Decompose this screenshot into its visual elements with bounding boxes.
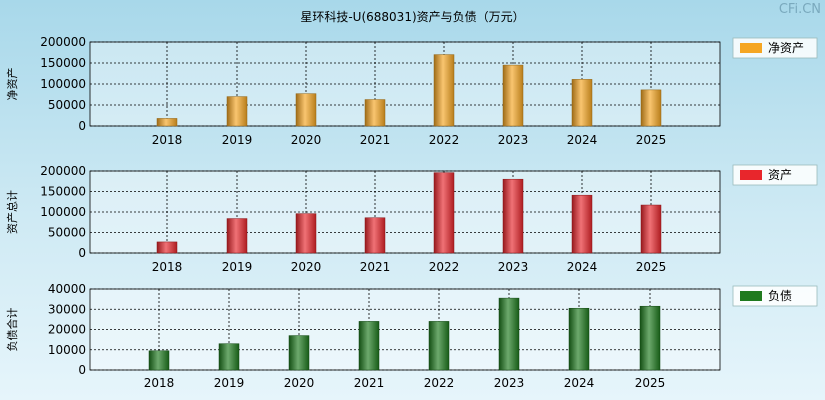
- y-tick-label: 200000: [40, 35, 86, 49]
- x-tick-label: 2020: [291, 133, 322, 147]
- x-tick-label: 2018: [152, 133, 183, 147]
- y-tick-label: 40000: [48, 282, 86, 296]
- bar-2021: [364, 217, 386, 254]
- bar-2023: [502, 178, 524, 254]
- panel-2: 0 50000 100000 150000 200000 2018 2019 2020 2021…: [5, 164, 818, 274]
- bar-2019: [226, 218, 248, 254]
- bar-2021: [358, 321, 380, 371]
- bar-2024: [568, 307, 590, 371]
- x-tick-label: 2020: [291, 260, 322, 274]
- y-tick-label: 30000: [48, 302, 86, 316]
- plot-border: [89, 288, 721, 371]
- y-tick-label: 0: [78, 363, 86, 377]
- x-tick-label: 2021: [360, 260, 391, 274]
- plot-area: [90, 171, 720, 253]
- y-tick-label: 50000: [48, 226, 86, 240]
- bar-2020: [295, 93, 317, 127]
- bar-2023: [502, 64, 524, 127]
- legend-label: 负债: [768, 289, 792, 303]
- legend-swatch: [740, 291, 762, 301]
- x-tick-label: 2024: [564, 376, 595, 390]
- bar-2021: [364, 99, 386, 127]
- x-tick-label: 2024: [567, 260, 598, 274]
- legend-label: 净资产: [768, 41, 804, 55]
- y-tick-label: 50000: [48, 98, 86, 112]
- watermark-logo: CFi.CN: [778, 2, 821, 17]
- y-axis-label: 负债合计: [5, 308, 19, 352]
- x-tick-label: 2019: [222, 133, 253, 147]
- bar-2020: [295, 213, 317, 254]
- bar-2025: [639, 305, 661, 371]
- x-tick-label: 2022: [429, 260, 460, 274]
- bar-2024: [571, 79, 593, 127]
- y-tick-label: 10000: [48, 343, 86, 357]
- panel-3: 0 10000 20000 30000 40000 2018 2019 2020 2021 202…: [5, 282, 818, 390]
- x-tick-label: 2019: [222, 260, 253, 274]
- legend: 资产: [732, 164, 818, 186]
- bar-2018: [156, 241, 178, 254]
- y-tick-label: 0: [78, 119, 86, 133]
- x-tick-label: 2019: [214, 376, 245, 390]
- x-tick-label: 2023: [498, 260, 529, 274]
- x-tick-label: 2018: [152, 260, 183, 274]
- plot-area: [90, 289, 720, 370]
- y-tick-label: 100000: [40, 77, 86, 91]
- y-tick-label: 150000: [40, 185, 86, 199]
- chart-title: 星环科技-U(688031)资产与负债（万元）: [300, 10, 525, 24]
- y-axis-label: 净资产: [5, 68, 19, 101]
- bar-2022: [428, 321, 450, 371]
- y-tick-label: 100000: [40, 205, 86, 219]
- legend: 负债: [732, 285, 818, 307]
- bar-2019: [226, 96, 248, 127]
- y-tick-label: 200000: [40, 164, 86, 178]
- legend-swatch: [740, 43, 762, 53]
- x-tick-label: 2025: [636, 133, 667, 147]
- legend-label: 资产: [768, 168, 792, 182]
- legend-swatch: [740, 170, 762, 180]
- x-tick-label: 2021: [360, 133, 391, 147]
- bar-2022: [433, 54, 455, 127]
- panel-1: 0 50000 100000 150000 200000 2018 2019 2020 2021…: [5, 35, 818, 147]
- x-tick-label: 2025: [636, 260, 667, 274]
- bar-2024: [571, 194, 593, 254]
- plot-border: [89, 41, 721, 127]
- y-tick-label: 0: [78, 246, 86, 260]
- bar-2025: [640, 204, 662, 254]
- bar-2018: [156, 118, 178, 127]
- y-axis-label: 资产总计: [5, 190, 19, 234]
- x-tick-label: 2021: [354, 376, 385, 390]
- x-tick-label: 2023: [498, 133, 529, 147]
- x-tick-label: 2024: [567, 133, 598, 147]
- plot-border: [89, 170, 721, 254]
- legend: 净资产: [732, 37, 818, 59]
- y-tick-label: 20000: [48, 323, 86, 337]
- bar-2025: [640, 89, 662, 127]
- bar-2019: [218, 343, 240, 371]
- bar-2022: [433, 172, 455, 254]
- x-tick-label: 2022: [424, 376, 455, 390]
- bar-2023: [498, 297, 520, 371]
- x-tick-label: 2020: [284, 376, 315, 390]
- x-tick-label: 2022: [429, 133, 460, 147]
- x-tick-label: 2018: [144, 376, 175, 390]
- y-tick-label: 150000: [40, 56, 86, 70]
- x-tick-label: 2023: [494, 376, 525, 390]
- x-tick-label: 2025: [635, 376, 666, 390]
- bar-2018: [148, 350, 170, 371]
- bar-2020: [288, 335, 310, 371]
- plot-area: [90, 42, 720, 126]
